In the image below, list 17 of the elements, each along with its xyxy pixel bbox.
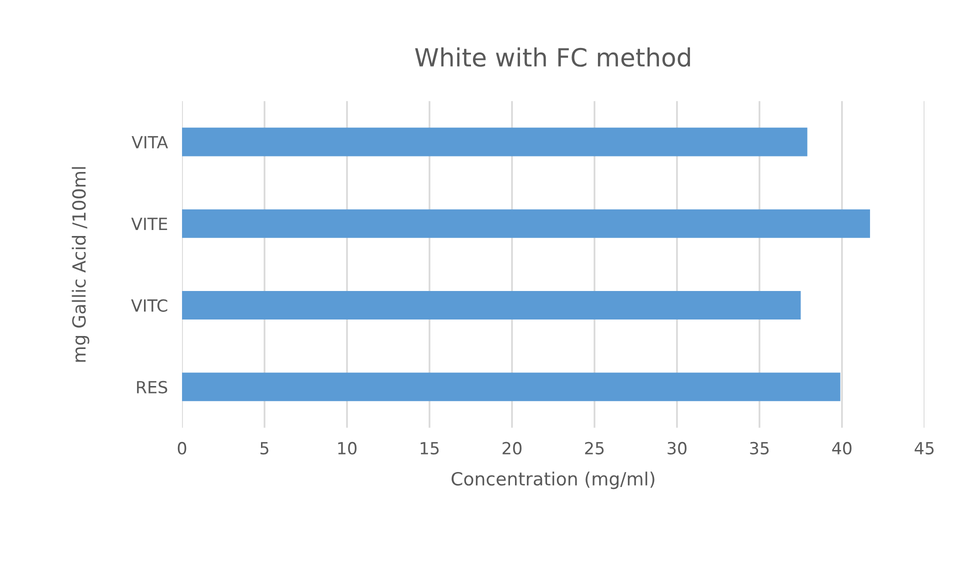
x-tick-label: 5 <box>260 442 268 455</box>
chart-title: White with FC method <box>415 47 690 67</box>
x-axis-title: Concentration (mg/ml) <box>452 472 654 490</box>
x-tick-label: 30 <box>668 442 686 455</box>
y-tick-label: VITE <box>131 218 168 230</box>
x-tick-label: 10 <box>338 442 357 455</box>
x-tick-label: 40 <box>832 442 852 455</box>
y-tick-label: VITA <box>132 136 168 148</box>
x-tick-label: 0 <box>178 442 186 455</box>
x-tick-label: 15 <box>420 442 439 455</box>
x-tick-label: 45 <box>914 442 934 455</box>
y-tick-label: VITC <box>131 299 168 312</box>
x-tick-label: 35 <box>750 442 769 455</box>
x-tick-label: 25 <box>585 442 604 455</box>
y-axis-title: mg Gallic Acid /100ml <box>72 167 90 362</box>
x-tick-label: 20 <box>502 442 522 455</box>
y-tick-label: RES <box>137 380 168 394</box>
